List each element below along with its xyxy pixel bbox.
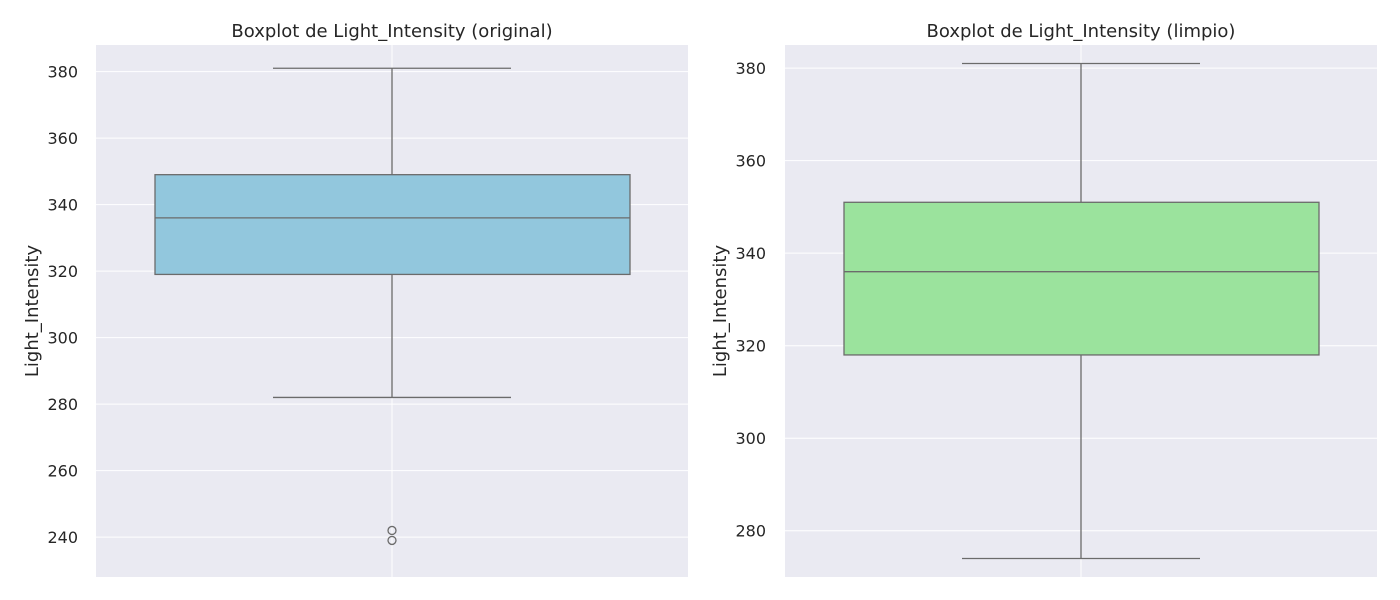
chart-panel-1: 240 260 280 300 320 340 360 380 Boxplot de Light… — [22, 21, 688, 577]
y-tick-label: 360 — [735, 152, 766, 171]
iqr-box — [843, 201, 1320, 356]
chart-title: Boxplot de Light_Intensity (limpio) — [927, 21, 1236, 42]
chart-title: Boxplot de Light_Intensity (original) — [231, 21, 552, 42]
y-tick-label: 340 — [735, 244, 766, 263]
y-tick-label: 280 — [47, 395, 78, 414]
y-tick-label: 240 — [47, 528, 78, 547]
y-tick-label: 260 — [47, 462, 78, 481]
y-axis-label: Light_Intensity — [710, 245, 731, 378]
iqr-box — [154, 174, 631, 276]
y-tick-label: 300 — [47, 329, 78, 348]
y-tick-label: 380 — [735, 59, 766, 78]
y-tick-label: 360 — [47, 129, 78, 148]
outlier-point — [387, 535, 397, 546]
y-tick-label: 320 — [47, 262, 78, 281]
chart-panel-2: 280 300 320 340 360 380 Boxplot de Light_Inten… — [710, 21, 1377, 577]
y-tick-label: 320 — [735, 337, 766, 356]
y-axis-label: Light_Intensity — [22, 245, 43, 378]
outlier-point — [387, 525, 397, 536]
y-tick-label: 280 — [735, 522, 766, 541]
y-tick-label: 340 — [47, 196, 78, 215]
y-tick-label: 380 — [47, 63, 78, 82]
y-tick-label: 300 — [735, 429, 766, 448]
